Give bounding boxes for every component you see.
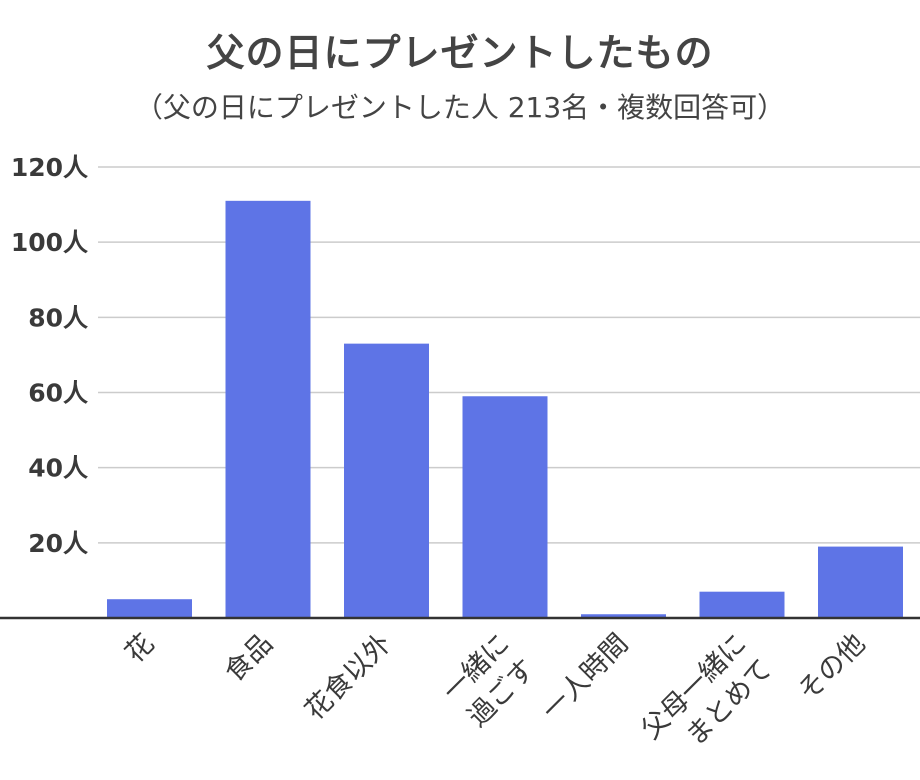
x-tick-label: 花 (119, 628, 160, 669)
bar (462, 396, 548, 618)
x-tick-label: 花食以外 (299, 628, 397, 726)
y-tick-label: 60人 (28, 379, 88, 408)
x-tick-label: 一人時間 (536, 628, 634, 726)
bar (344, 343, 429, 618)
y-tick-label: 120人 (11, 153, 88, 182)
x-tick-label: 一緒に過ごす (437, 628, 542, 733)
x-tick-label-line: 花 (119, 628, 160, 669)
bar (107, 599, 192, 618)
y-tick-label: 40人 (28, 454, 88, 483)
x-tick-label: その他 (792, 628, 871, 707)
x-tick-label: 父母一緒にまとめて (636, 628, 779, 771)
bar (699, 591, 785, 618)
x-tick-label-line: その他 (792, 628, 871, 707)
x-tick-label: 食品 (219, 628, 279, 688)
bar (581, 614, 666, 618)
y-tick-label: 100人 (11, 228, 88, 257)
x-tick-label-line: 一人時間 (536, 628, 634, 726)
y-tick-label: 20人 (28, 529, 88, 558)
x-tick-label-line: 花食以外 (299, 628, 397, 726)
bar (225, 200, 311, 618)
bar (818, 546, 903, 618)
chart-subtitle: （父の日にプレゼントした人 213名・複数回答可） (134, 91, 786, 124)
y-tick-label: 80人 (28, 303, 88, 332)
x-tick-label-line: 食品 (219, 628, 279, 688)
chart-title: 父の日にプレゼントしたもの (206, 31, 714, 75)
